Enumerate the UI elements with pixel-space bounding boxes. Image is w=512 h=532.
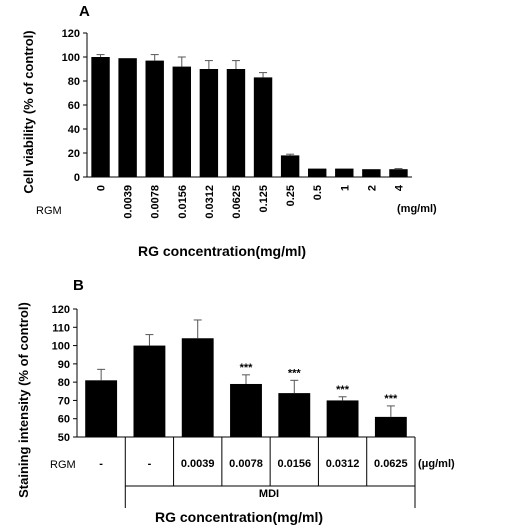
panel-b-x-tick-label: 0.0312	[326, 458, 360, 470]
panel-b-plot: 50 60 70 80 90 100 110 120 - - 0.0039 *** 0.0078 *** 0…	[52, 304, 416, 508]
panel-a-x-tick-label: 0.5	[312, 185, 324, 200]
panel-b-y-tick-label: 90	[58, 359, 70, 371]
panel-a-plot: 0 20 40 60 80 100 120 0 0.0039 0.0078 0.0156 0.0312…	[62, 28, 412, 219]
panel-b-label: B	[73, 277, 84, 294]
panel-b-y-tick-label: 110	[52, 322, 70, 334]
panel-a-y-tick-label: 60	[68, 100, 80, 112]
panel-b-x-tick-label: 0.0156	[277, 458, 311, 470]
panel-a-xlabel: RG concentration(mg/ml)	[138, 243, 306, 259]
panel-a-bar	[253, 77, 273, 177]
panel-b-group-label: MDI	[259, 488, 279, 500]
panel-a-label: A	[79, 3, 90, 20]
panel-a-bar	[172, 66, 191, 177]
panel-b-row-label: RGM	[50, 459, 76, 471]
panel-b-significance-label: ***	[240, 362, 254, 374]
panel-a-y-tick-label: 20	[68, 148, 80, 160]
panel-a-bar	[199, 69, 219, 177]
panel-b-y-tick-label: 50	[58, 432, 70, 444]
panel-b-xlabel: RG concentration(mg/ml)	[155, 509, 323, 525]
panel-a-bar	[118, 58, 137, 178]
panel-b-bar	[374, 416, 407, 437]
panel-b-bar	[230, 383, 262, 437]
panel-a-x-tick-label: 0.25	[285, 185, 297, 206]
panel-b-bar	[133, 345, 166, 437]
panel-a-bar	[91, 57, 110, 177]
panel-b-significance-label: ***	[384, 393, 398, 405]
panel-a-bar	[145, 60, 164, 177]
panel-b-y-tick-label: 80	[58, 377, 70, 389]
panel-a-bar	[226, 69, 246, 177]
panel-b-y-tick-label: 70	[58, 395, 70, 407]
panel-a-bar	[362, 169, 381, 177]
panel-a-ylabel: Cell viability (% of control)	[21, 30, 36, 193]
panel-a-bar	[280, 155, 300, 177]
panel-b-significance-label: ***	[336, 384, 350, 396]
panel-b-x-tick-label: 0.0039	[181, 458, 215, 470]
panel-a-x-tick-label: 0.0312	[204, 185, 216, 219]
panel-a-y-tick-label: 0	[74, 172, 80, 184]
panel-a-bar	[308, 168, 327, 177]
panel-a-x-tick-label: 0	[96, 185, 108, 191]
panel-a-x-tick-label: 0.0156	[177, 185, 189, 219]
panel-b-bar	[326, 400, 359, 437]
panel-a-x-tick-label: 0.0078	[150, 185, 162, 219]
panel-b-y-tick-label: 120	[52, 304, 70, 316]
panel-a-x-tick-label: 0.125	[258, 185, 270, 213]
panel-a-x-tick-label: 0.0625	[231, 185, 243, 219]
panel-a-x-tick-label: 1	[339, 185, 351, 191]
panel-b-x-tick-label: -	[148, 458, 152, 470]
panel-b-bar	[278, 393, 311, 437]
panel-b-unit-label: (μg/ml)	[418, 458, 455, 470]
panel-a-unit-label: (mg/ml)	[397, 203, 437, 215]
panel-a-x-tick-label: 2	[366, 185, 378, 191]
panel-b-bar	[85, 380, 118, 437]
panel-b-bar	[181, 338, 214, 437]
panel-b-significance-label: ***	[288, 367, 302, 379]
panel-a-x-tick-label: 4	[393, 184, 405, 191]
panel-a-bar	[335, 168, 354, 177]
panel-b-y-tick-label: 60	[58, 414, 70, 426]
panel-b-x-tick-label: -	[99, 458, 103, 470]
panel-b-y-tick-label: 100	[52, 341, 70, 353]
panel-a-y-tick-label: 100	[62, 52, 80, 64]
panel-b-x-tick-label: 0.0625	[374, 458, 408, 470]
panel-b-ylabel: Staining intensity (% of control)	[16, 302, 31, 498]
panel-a-y-tick-label: 40	[68, 124, 80, 136]
panel-a-bar	[389, 169, 408, 177]
panel-b-x-tick-label: 0.0078	[229, 458, 263, 470]
panel-a-x-tick-label: 0.0039	[123, 185, 135, 219]
panel-a-row-label: RGM	[36, 205, 62, 217]
panel-a-y-tick-label: 120	[62, 28, 80, 40]
panel-a-y-tick-label: 80	[68, 76, 80, 88]
